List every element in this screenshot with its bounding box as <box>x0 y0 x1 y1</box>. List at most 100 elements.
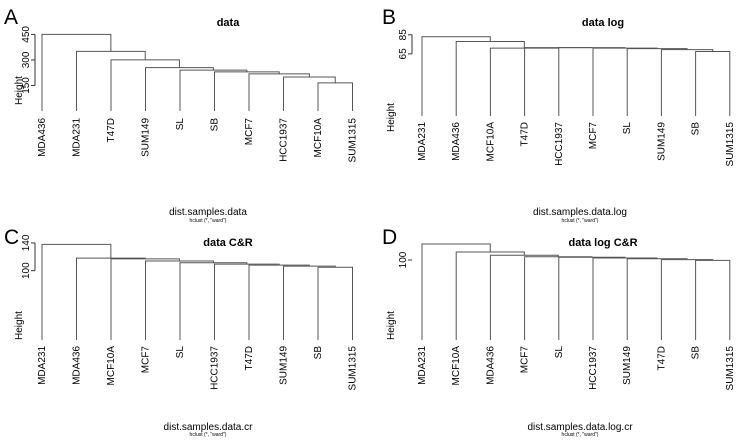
leaf-label: MDA436 <box>485 346 496 385</box>
merge-link <box>41 33 112 111</box>
leaf-label: MDA231 <box>37 346 48 385</box>
leaf-label: SL <box>622 122 633 135</box>
merge-link <box>110 59 180 111</box>
merge-link <box>317 82 353 111</box>
leaf-label: HCC1937 <box>588 346 599 390</box>
leaf-label: MDA436 <box>37 118 48 157</box>
leaf-label: SB <box>691 346 702 360</box>
merge-link <box>283 265 336 340</box>
leaf-label: MDA436 <box>72 346 83 385</box>
y-tick-label: 140 <box>21 234 32 251</box>
merge-link <box>660 259 714 340</box>
x-axis-label: dist.samples.data.log.cr <box>527 422 633 433</box>
merge-link <box>524 47 592 116</box>
leaf-label: MCF10A <box>451 346 462 386</box>
leaf-label: SUM149 <box>656 122 667 161</box>
leaf-label: SUM1315 <box>348 118 359 163</box>
leaf-label: MDA436 <box>451 122 462 161</box>
leaf-label: T47D <box>520 122 531 146</box>
method-subtitle: hclust (*, "ward") <box>562 432 599 438</box>
leaf-label: MCF10A <box>313 118 324 158</box>
leaf-label: SUM1315 <box>348 346 359 391</box>
y-tick-label: 85 <box>398 29 409 41</box>
y-tick-label: 100 <box>398 251 409 268</box>
merge-link <box>145 67 214 111</box>
leaf-label: SB <box>210 118 221 132</box>
y-axis-label: Height <box>14 311 25 340</box>
leaf-label: MDA231 <box>417 346 428 385</box>
merge-link <box>660 49 714 116</box>
merge-link <box>592 257 658 340</box>
method-subtitle: hclust (*, "ward") <box>190 432 227 438</box>
x-axis-label: dist.samples.data <box>169 207 247 218</box>
method-subtitle: hclust (*, "ward") <box>562 218 599 224</box>
leaf-label: SUM1315 <box>725 122 736 167</box>
panel-title: data <box>217 17 241 29</box>
leaf-label: SL <box>175 118 186 131</box>
leaf-label: SB <box>691 122 702 136</box>
leaf-label: T47D <box>244 346 255 370</box>
merge-link <box>592 47 658 116</box>
merge-link <box>145 260 214 340</box>
leaf-label: T47D <box>106 118 117 142</box>
y-tick-label: 150 <box>21 77 32 94</box>
leaf-label: SL <box>175 346 186 359</box>
method-subtitle: hclust (*, "ward") <box>190 218 227 224</box>
leaf-label: SUM149 <box>622 346 633 385</box>
leaf-label: T47D <box>656 346 667 370</box>
merge-link <box>558 256 626 340</box>
x-axis-label: dist.samples.data.log <box>533 207 627 218</box>
merge-link <box>214 263 280 340</box>
merge-link <box>248 264 310 340</box>
merge-link <box>421 36 491 116</box>
leaf-label: MCF10A <box>485 122 496 162</box>
merge-link <box>41 243 112 340</box>
leaf-label: MDA231 <box>72 118 83 157</box>
leaf-label: MCF7 <box>244 118 255 146</box>
leaf-label: HCC1937 <box>279 118 290 162</box>
panel-letter: D <box>382 226 397 249</box>
leaf-label: SL <box>554 346 565 359</box>
x-axis-label: dist.samples.data.cr <box>164 422 254 433</box>
leaf-label: MCF7 <box>588 122 599 150</box>
y-axis-label: Height <box>14 76 25 105</box>
y-axis-label: Height <box>386 311 397 340</box>
merge-link <box>317 266 353 340</box>
leaf-label: SB <box>313 346 324 360</box>
leaf-label: SUM1315 <box>725 346 736 391</box>
leaf-label: MCF7 <box>520 346 531 374</box>
merge-link <box>248 73 310 111</box>
panel-title: data log C&R <box>568 237 637 249</box>
merge-link <box>489 47 559 116</box>
merge-link <box>179 262 248 340</box>
merge-link <box>626 258 688 340</box>
merge-link <box>524 256 593 340</box>
merge-link <box>695 51 731 116</box>
merge-link <box>421 243 491 340</box>
merge-link <box>283 76 336 111</box>
panel-title: data log <box>582 17 624 29</box>
leaf-label: SUM149 <box>141 118 152 157</box>
merge-link <box>455 40 525 116</box>
leaf-label: MDA231 <box>417 122 428 161</box>
leaf-label: MCF7 <box>141 346 152 374</box>
y-tick-label: 100 <box>21 262 32 279</box>
panel-letter: C <box>4 226 19 249</box>
y-tick-label: 300 <box>21 51 32 68</box>
leaf-label: HCC1937 <box>554 122 565 166</box>
leaf-label: HCC1937 <box>210 346 221 390</box>
panel-letter: A <box>4 6 18 29</box>
panel-letter: B <box>382 6 396 29</box>
merge-link <box>695 259 731 340</box>
y-tick-label: 450 <box>21 26 32 43</box>
y-axis-label: Height <box>386 103 397 132</box>
merge-link <box>626 48 688 116</box>
merge-link <box>214 71 280 111</box>
y-tick-label: 65 <box>398 48 409 60</box>
leaf-label: SUM149 <box>279 346 290 385</box>
merge-link <box>179 69 248 111</box>
